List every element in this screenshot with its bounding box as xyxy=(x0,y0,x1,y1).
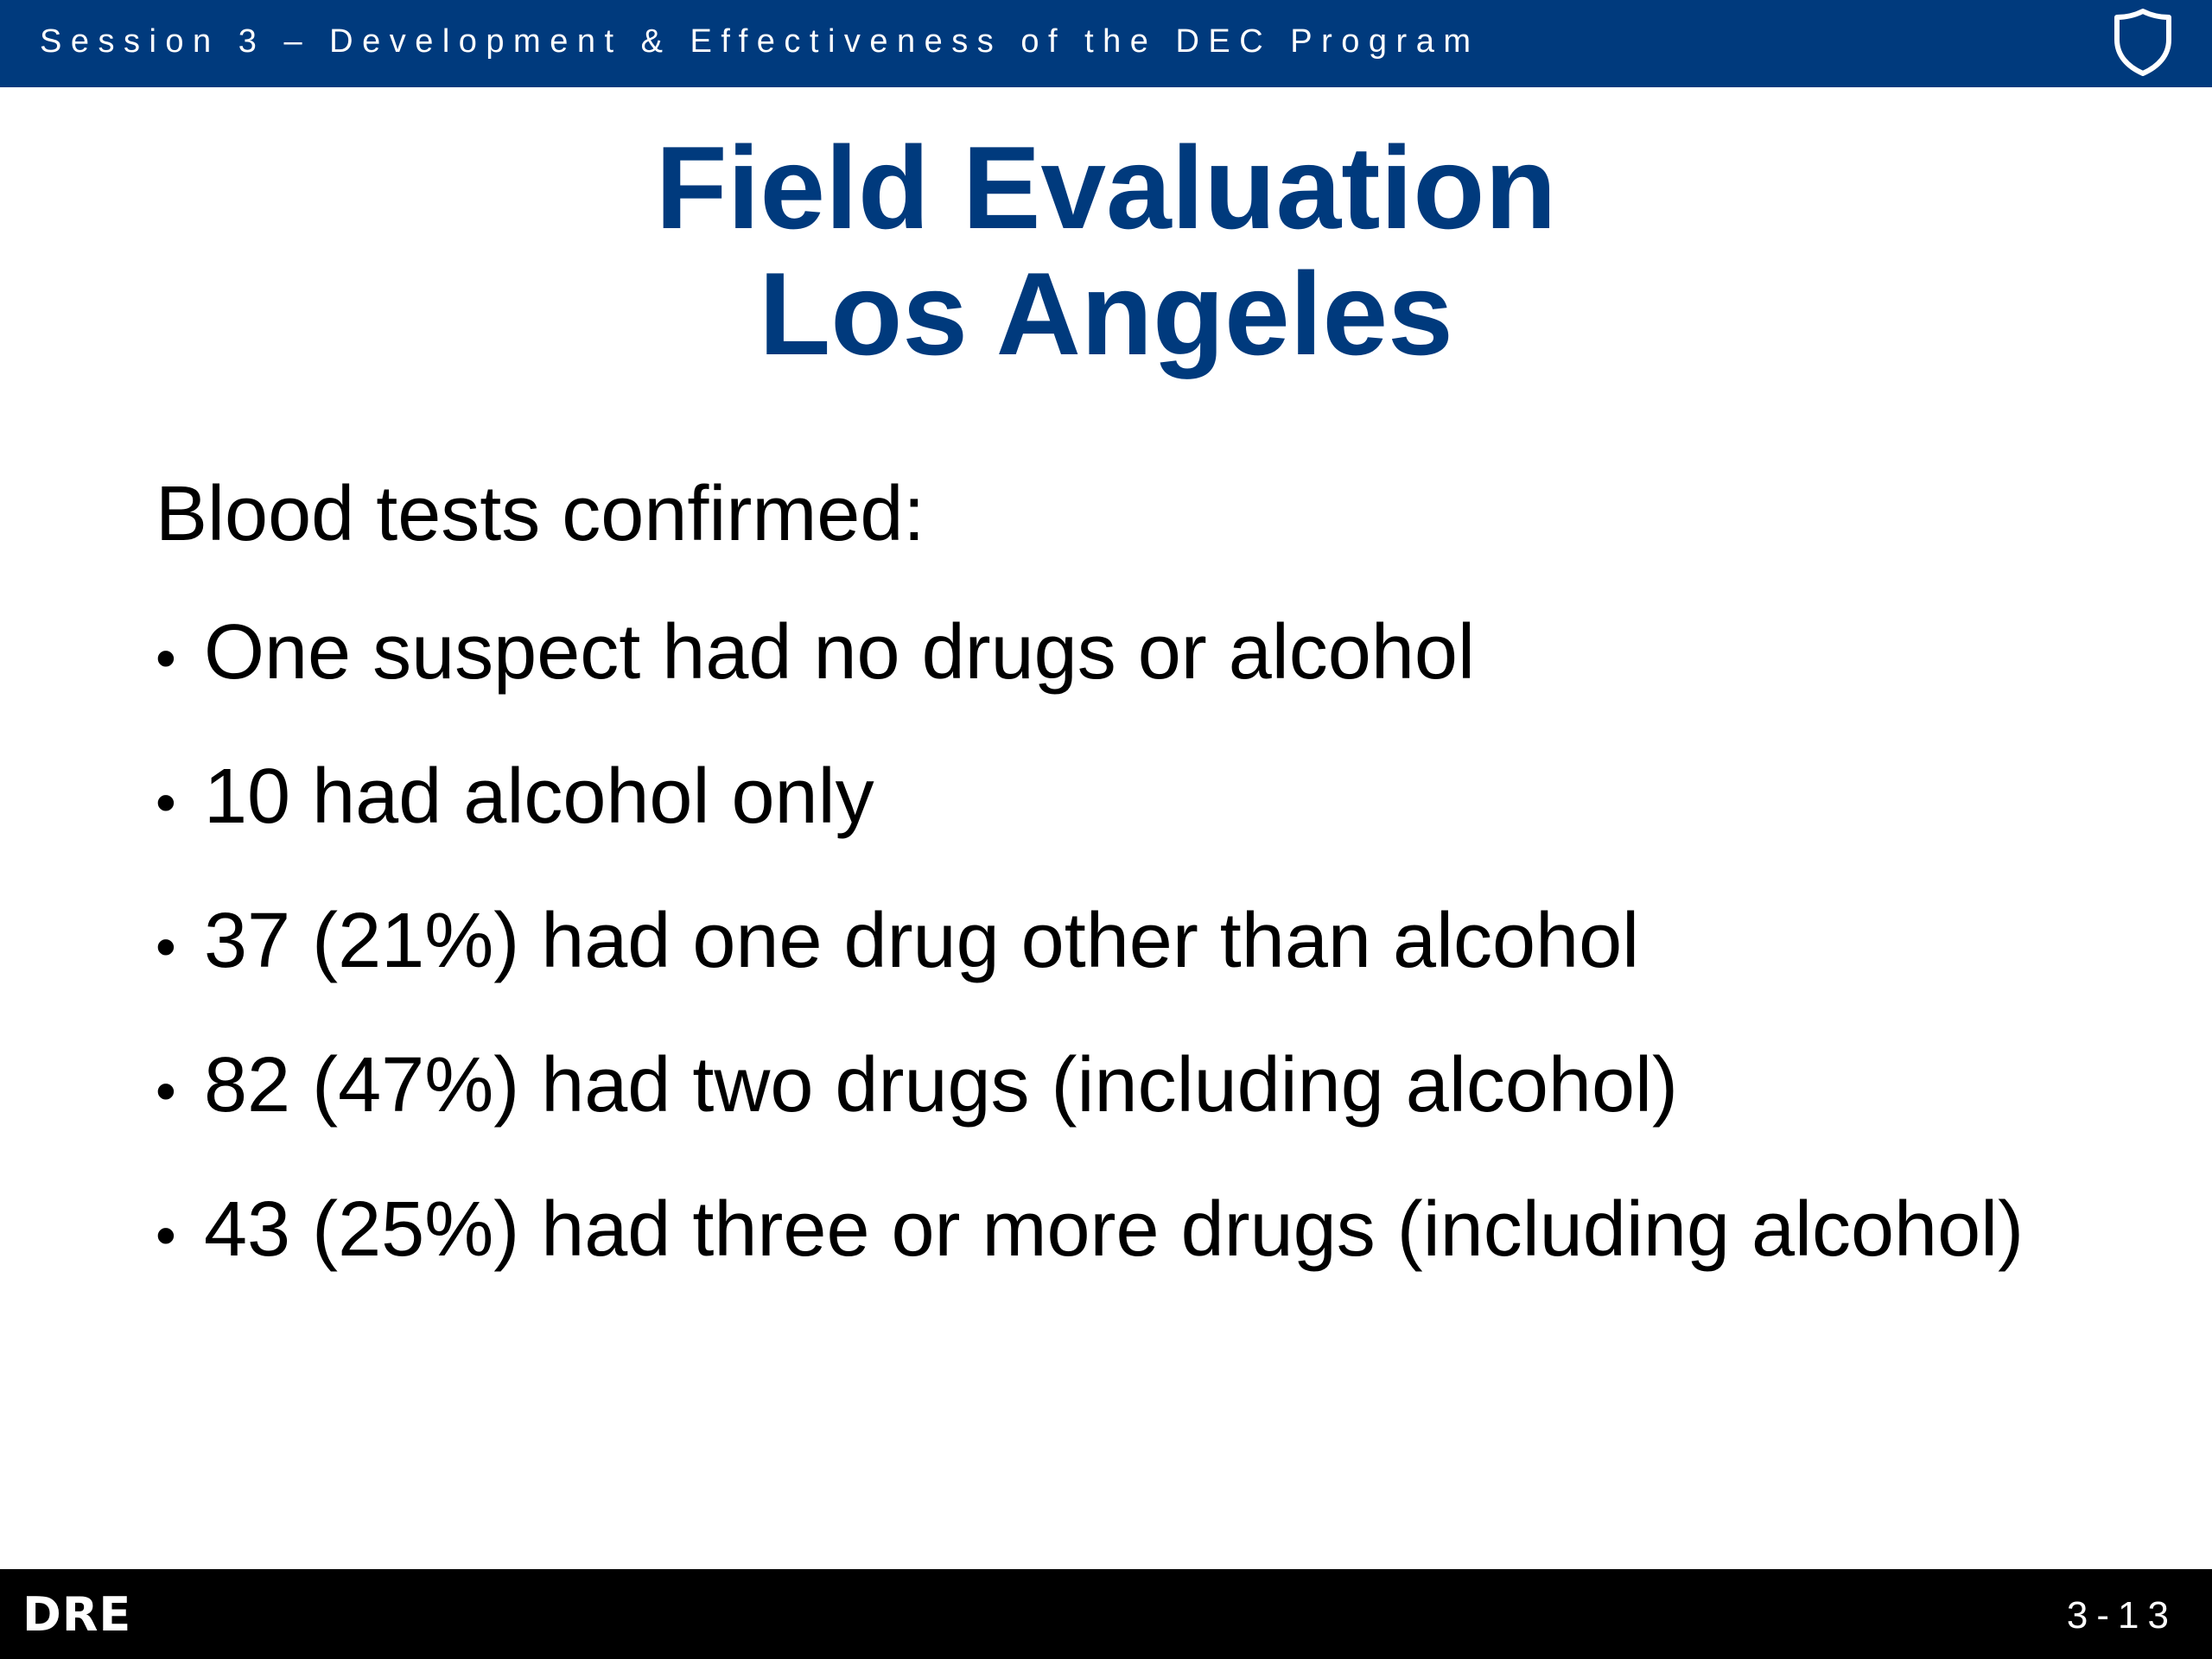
page-number: 3-13 xyxy=(2066,1594,2177,1637)
slide-title: Field Evaluation Los Angeles xyxy=(0,124,2212,377)
bullet-icon: • xyxy=(156,626,176,691)
shield-icon xyxy=(2114,9,2171,76)
bullet-icon: • xyxy=(156,1203,176,1268)
list-item-text: 37 (21%) had one drug other than alcohol xyxy=(204,898,1640,984)
session-title: Session 3 – Development & Effectiveness … xyxy=(40,23,1480,60)
slide-body: Blood tests confirmed: • One suspect had … xyxy=(156,467,2024,1326)
list-item: • 37 (21%) had one drug other than alcoho… xyxy=(156,893,2024,995)
list-item-text: 10 had alcohol only xyxy=(204,753,874,840)
bullet-icon: • xyxy=(156,914,176,980)
bullet-icon: • xyxy=(156,770,176,836)
list-item: • 10 had alcohol only xyxy=(156,749,2024,850)
dre-logo: DRE xyxy=(22,1587,132,1642)
footer-bar: DRE 3-13 xyxy=(0,1569,2212,1659)
bullet-list: • One suspect had no drugs or alcohol • 10… xyxy=(156,605,2024,1283)
slide-title-line-1: Field Evaluation xyxy=(655,122,1557,253)
slide-title-line-2: Los Angeles xyxy=(759,248,1453,379)
list-item: • 82 (47%) had two drugs (including alcoh… xyxy=(156,1038,2024,1139)
list-item-text: 82 (47%) had two drugs (including alcoho… xyxy=(204,1042,1678,1128)
header-bar: Session 3 – Development & Effectiveness … xyxy=(0,0,2212,87)
intro-text: Blood tests confirmed: xyxy=(156,471,925,557)
list-item: • One suspect had no drugs or alcohol xyxy=(156,605,2024,706)
list-item: • 43 (25%) had three or more drugs (inclu… xyxy=(156,1182,2024,1283)
bullet-icon: • xyxy=(156,1058,176,1124)
list-item-text: One suspect had no drugs or alcohol xyxy=(204,609,1475,696)
list-item-text: 43 (25%) had three or more drugs (includ… xyxy=(204,1186,2024,1273)
